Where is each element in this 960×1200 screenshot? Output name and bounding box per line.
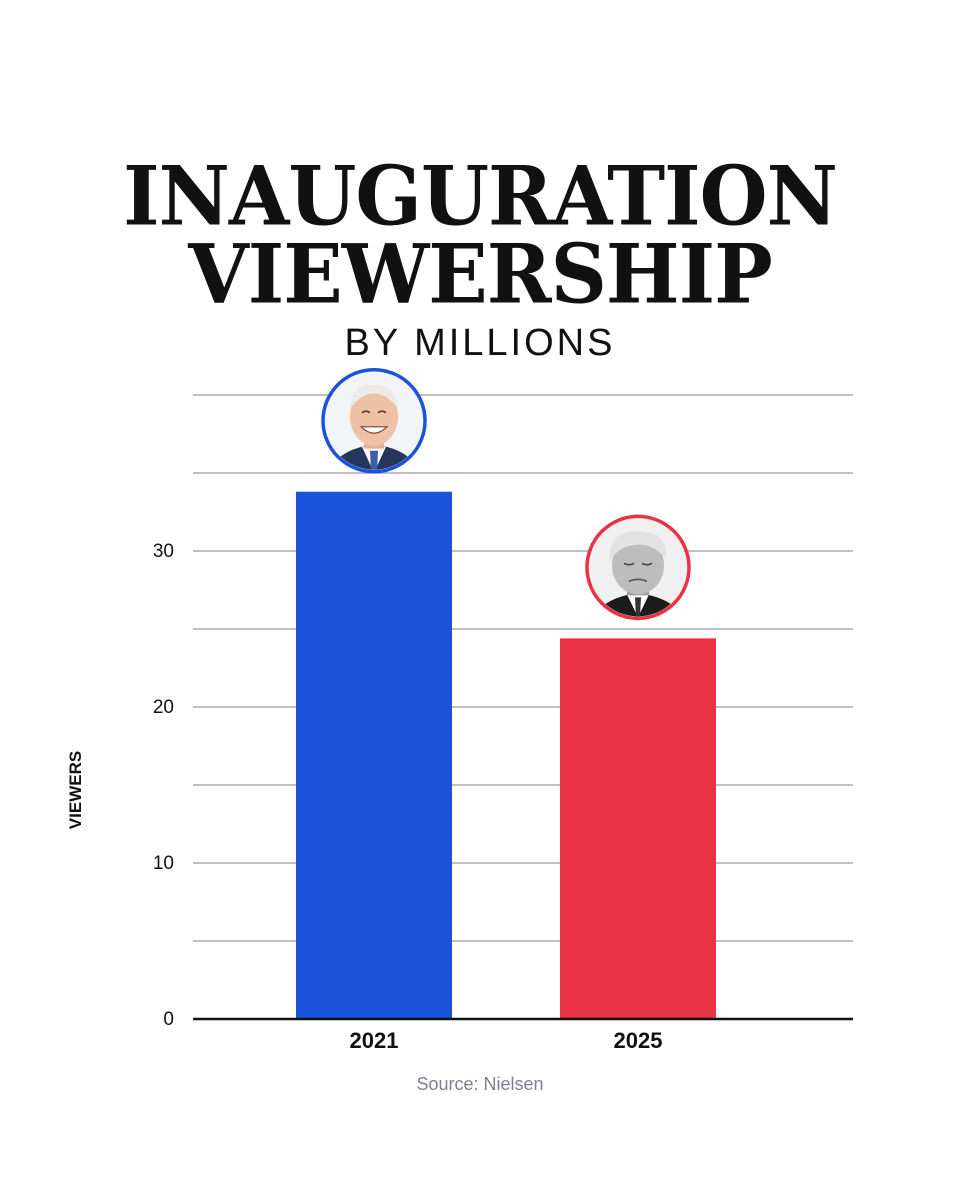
y-tick-label: 0 [163,1009,174,1030]
portrait-ring [321,367,427,474]
biden-portrait-icon [321,367,427,474]
bar-2021 [296,491,452,1020]
y-tick-label: 30 [153,541,174,562]
x-category-label: 2021 [350,1028,399,1053]
bar-2025 [560,638,716,1019]
trump-portrait-icon [585,514,691,621]
y-tick-label: 20 [153,697,174,718]
source-note: Source: Nielsen [416,1074,544,1094]
portrait-ring [585,514,691,621]
subtitle: BY MILLIONS [344,322,616,364]
x-category-label: 2025 [614,1028,663,1053]
title-line-2: VIEWERSHIP [188,226,773,323]
title-line-1: INAUGURATION [123,148,838,245]
y-tick-label: 10 [153,853,174,874]
y-axis-title: VIEWERS [66,751,85,829]
